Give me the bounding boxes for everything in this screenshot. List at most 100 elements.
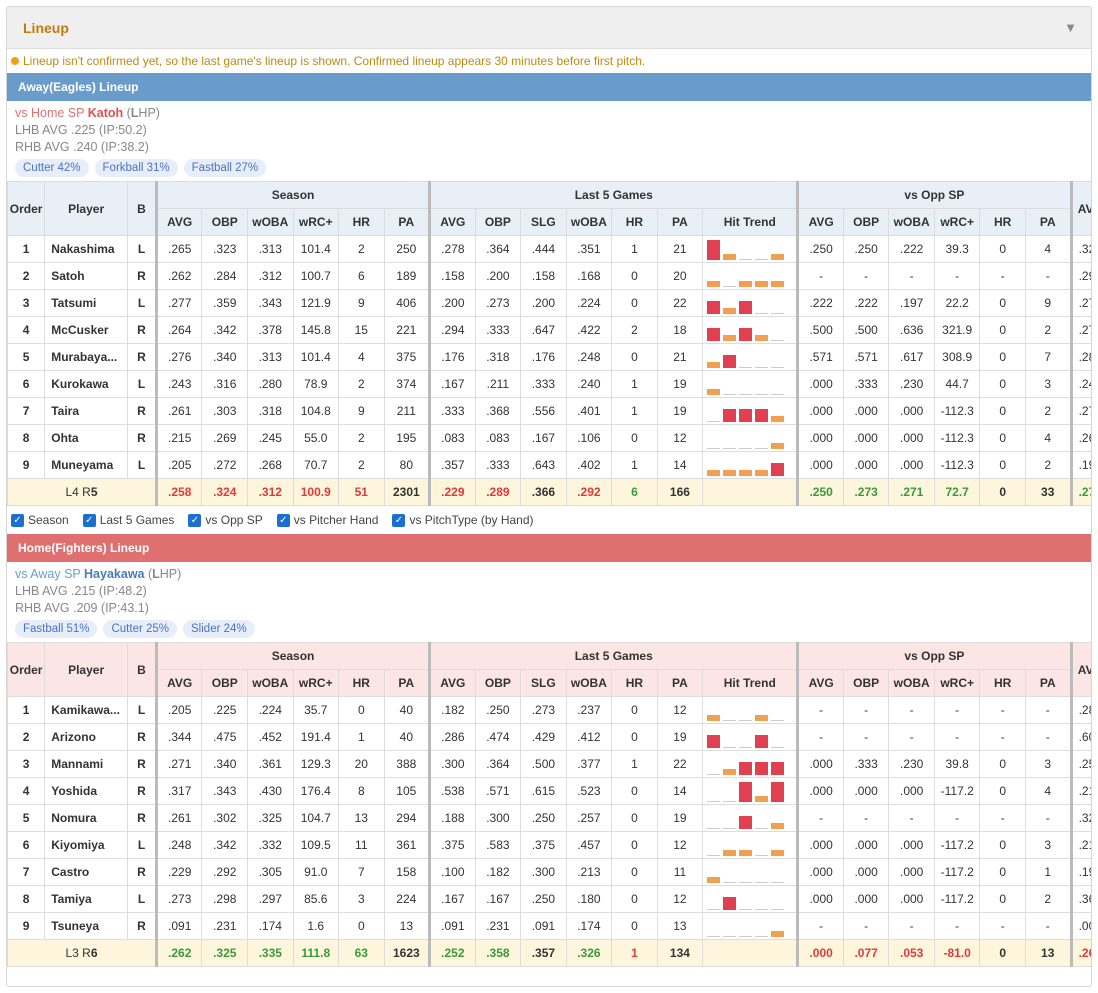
col-opp[interactable]: OBP — [842, 208, 890, 236]
filter-season[interactable]: ✓ Season — [11, 513, 69, 527]
cell-opp: .000 — [842, 777, 890, 805]
col-last5[interactable]: AVG — [429, 669, 476, 697]
col-opp[interactable]: AVG — [797, 208, 844, 236]
filter-vs-pitcher-hand[interactable]: ✓ vs Pitcher Hand — [276, 513, 378, 527]
triangle-down-icon[interactable]: ▼ — [1064, 20, 1077, 35]
col-season[interactable]: PA — [383, 208, 432, 236]
panel-header[interactable]: Lineup ▼ — [7, 7, 1091, 49]
hit-trend-bar — [739, 909, 753, 910]
cell-player[interactable]: Castro — [44, 858, 128, 886]
checkbox-checked-icon[interactable]: ✓ — [188, 513, 202, 527]
col-season[interactable]: OBP — [201, 669, 248, 697]
col-season[interactable]: wOBA — [247, 669, 294, 697]
cell-opp: .000 — [797, 397, 844, 425]
col-last5[interactable]: wOBA — [565, 669, 613, 697]
cell-player[interactable]: Kiyomiya — [44, 831, 128, 859]
cell-opp: - — [1024, 912, 1073, 940]
away-sp-name[interactable]: Katoh — [87, 106, 124, 120]
checkbox-checked-icon[interactable]: ✓ — [276, 513, 290, 527]
col-last5[interactable]: OBP — [474, 669, 522, 697]
hit-trend-chart — [702, 370, 800, 398]
col-season[interactable]: PA — [383, 669, 432, 697]
total-season: 1623 — [383, 939, 432, 967]
home-sp-name[interactable]: Hayakawa — [84, 567, 145, 581]
col-season[interactable]: OBP — [201, 208, 248, 236]
col-last5[interactable]: wOBA — [565, 208, 613, 236]
hit-trend-bar — [771, 313, 785, 314]
total-last5: 6 — [611, 478, 658, 506]
col-season[interactable]: wOBA — [247, 208, 294, 236]
cell-player[interactable]: Tsuneya — [44, 912, 128, 940]
col-season[interactable]: AVG — [155, 208, 203, 236]
cell-season: .273 — [155, 885, 203, 913]
cell-player[interactable]: Murabaya... — [44, 343, 128, 371]
cell-player[interactable]: Nakashima — [44, 235, 128, 263]
cell-player[interactable]: Arizono — [44, 723, 128, 751]
col-last5[interactable]: AVG — [429, 208, 476, 236]
col-opp[interactable]: wOBA — [888, 208, 935, 236]
checkbox-checked-icon[interactable]: ✓ — [392, 513, 406, 527]
cell-season: 3 — [338, 885, 385, 913]
col-last5[interactable]: PA — [656, 669, 704, 697]
col-opp[interactable]: wRC+ — [933, 669, 981, 697]
col-last5[interactable]: HR — [611, 669, 658, 697]
col-player: Player — [44, 181, 128, 236]
cell-player[interactable]: Tatsumi — [44, 289, 128, 317]
cell-hand: R — [127, 343, 158, 371]
col-last5[interactable]: SLG — [520, 669, 567, 697]
col-season[interactable]: wRC+ — [292, 208, 340, 236]
cell-season: 78.9 — [292, 370, 340, 398]
col-season[interactable]: HR — [338, 208, 385, 236]
col-season[interactable]: AVG — [155, 669, 203, 697]
col-opp[interactable]: HR — [979, 208, 1026, 236]
col-opp[interactable]: OBP — [842, 669, 890, 697]
cell-player[interactable]: Muneyama — [44, 451, 128, 479]
cell-order: 2 — [7, 262, 46, 290]
cell-last5: .167 — [520, 424, 567, 452]
cell-player[interactable]: Yoshida — [44, 777, 128, 805]
cell-last5: .300 — [429, 750, 476, 778]
col-opp[interactable]: AVG — [797, 669, 844, 697]
filter-vs-opp-sp[interactable]: ✓ vs Opp SP — [188, 513, 263, 527]
hit-trend-bar — [723, 897, 737, 910]
col-season[interactable]: HR — [338, 669, 385, 697]
col-opp[interactable]: wRC+ — [933, 208, 981, 236]
cell-player[interactable]: Mannami — [44, 750, 128, 778]
cell-player[interactable]: McCusker — [44, 316, 128, 344]
col-opp[interactable]: HR — [979, 669, 1026, 697]
col-opp[interactable]: PA — [1024, 208, 1073, 236]
hit-trend-bar — [755, 367, 769, 368]
cell-player[interactable]: Taira — [44, 397, 128, 425]
cell-player[interactable]: Satoh — [44, 262, 128, 290]
cell-player[interactable]: Tamiya — [44, 885, 128, 913]
cell-opp: .333 — [842, 750, 890, 778]
cell-season: 40 — [383, 723, 432, 751]
col-opp[interactable]: wOBA — [888, 669, 935, 697]
col-season[interactable]: wRC+ — [292, 669, 340, 697]
filter-vs-pitchtype[interactable]: ✓ vs PitchType (by Hand) — [392, 513, 534, 527]
col-last5[interactable]: Hit Trend — [702, 208, 800, 236]
checkbox-checked-icon[interactable]: ✓ — [82, 513, 96, 527]
col-opp[interactable]: PA — [1024, 669, 1073, 697]
table-row: 1 Kamikawa... L .205.225.224 35.7 0 40.182.250… — [7, 696, 1091, 724]
cell-opp: - — [797, 696, 844, 724]
cell-season: 100.7 — [292, 262, 340, 290]
cell-player[interactable]: Ohta — [44, 424, 128, 452]
cell-player[interactable]: Kamikawa... — [44, 696, 128, 724]
checkbox-checked-icon[interactable]: ✓ — [11, 513, 24, 527]
col-last5[interactable]: PA — [656, 208, 704, 236]
col-last5[interactable]: Hit Trend — [702, 669, 800, 697]
cell-last5: 14 — [656, 451, 704, 479]
filter-last5[interactable]: ✓ Last 5 Games — [82, 513, 174, 527]
cell-opp: - — [888, 262, 935, 290]
cell-player[interactable]: Kurokawa — [44, 370, 128, 398]
col-last5[interactable]: OBP — [474, 208, 522, 236]
cell-opp: 39.3 — [933, 235, 981, 263]
cell-player[interactable]: Nomura — [44, 804, 128, 832]
col-last5[interactable]: HR — [611, 208, 658, 236]
col-last5[interactable]: SLG — [520, 208, 567, 236]
hit-trend-bar — [723, 335, 737, 341]
hit-trend-bar — [739, 850, 753, 856]
total-last5: .358 — [474, 939, 522, 967]
hit-trend-bar — [755, 335, 769, 341]
